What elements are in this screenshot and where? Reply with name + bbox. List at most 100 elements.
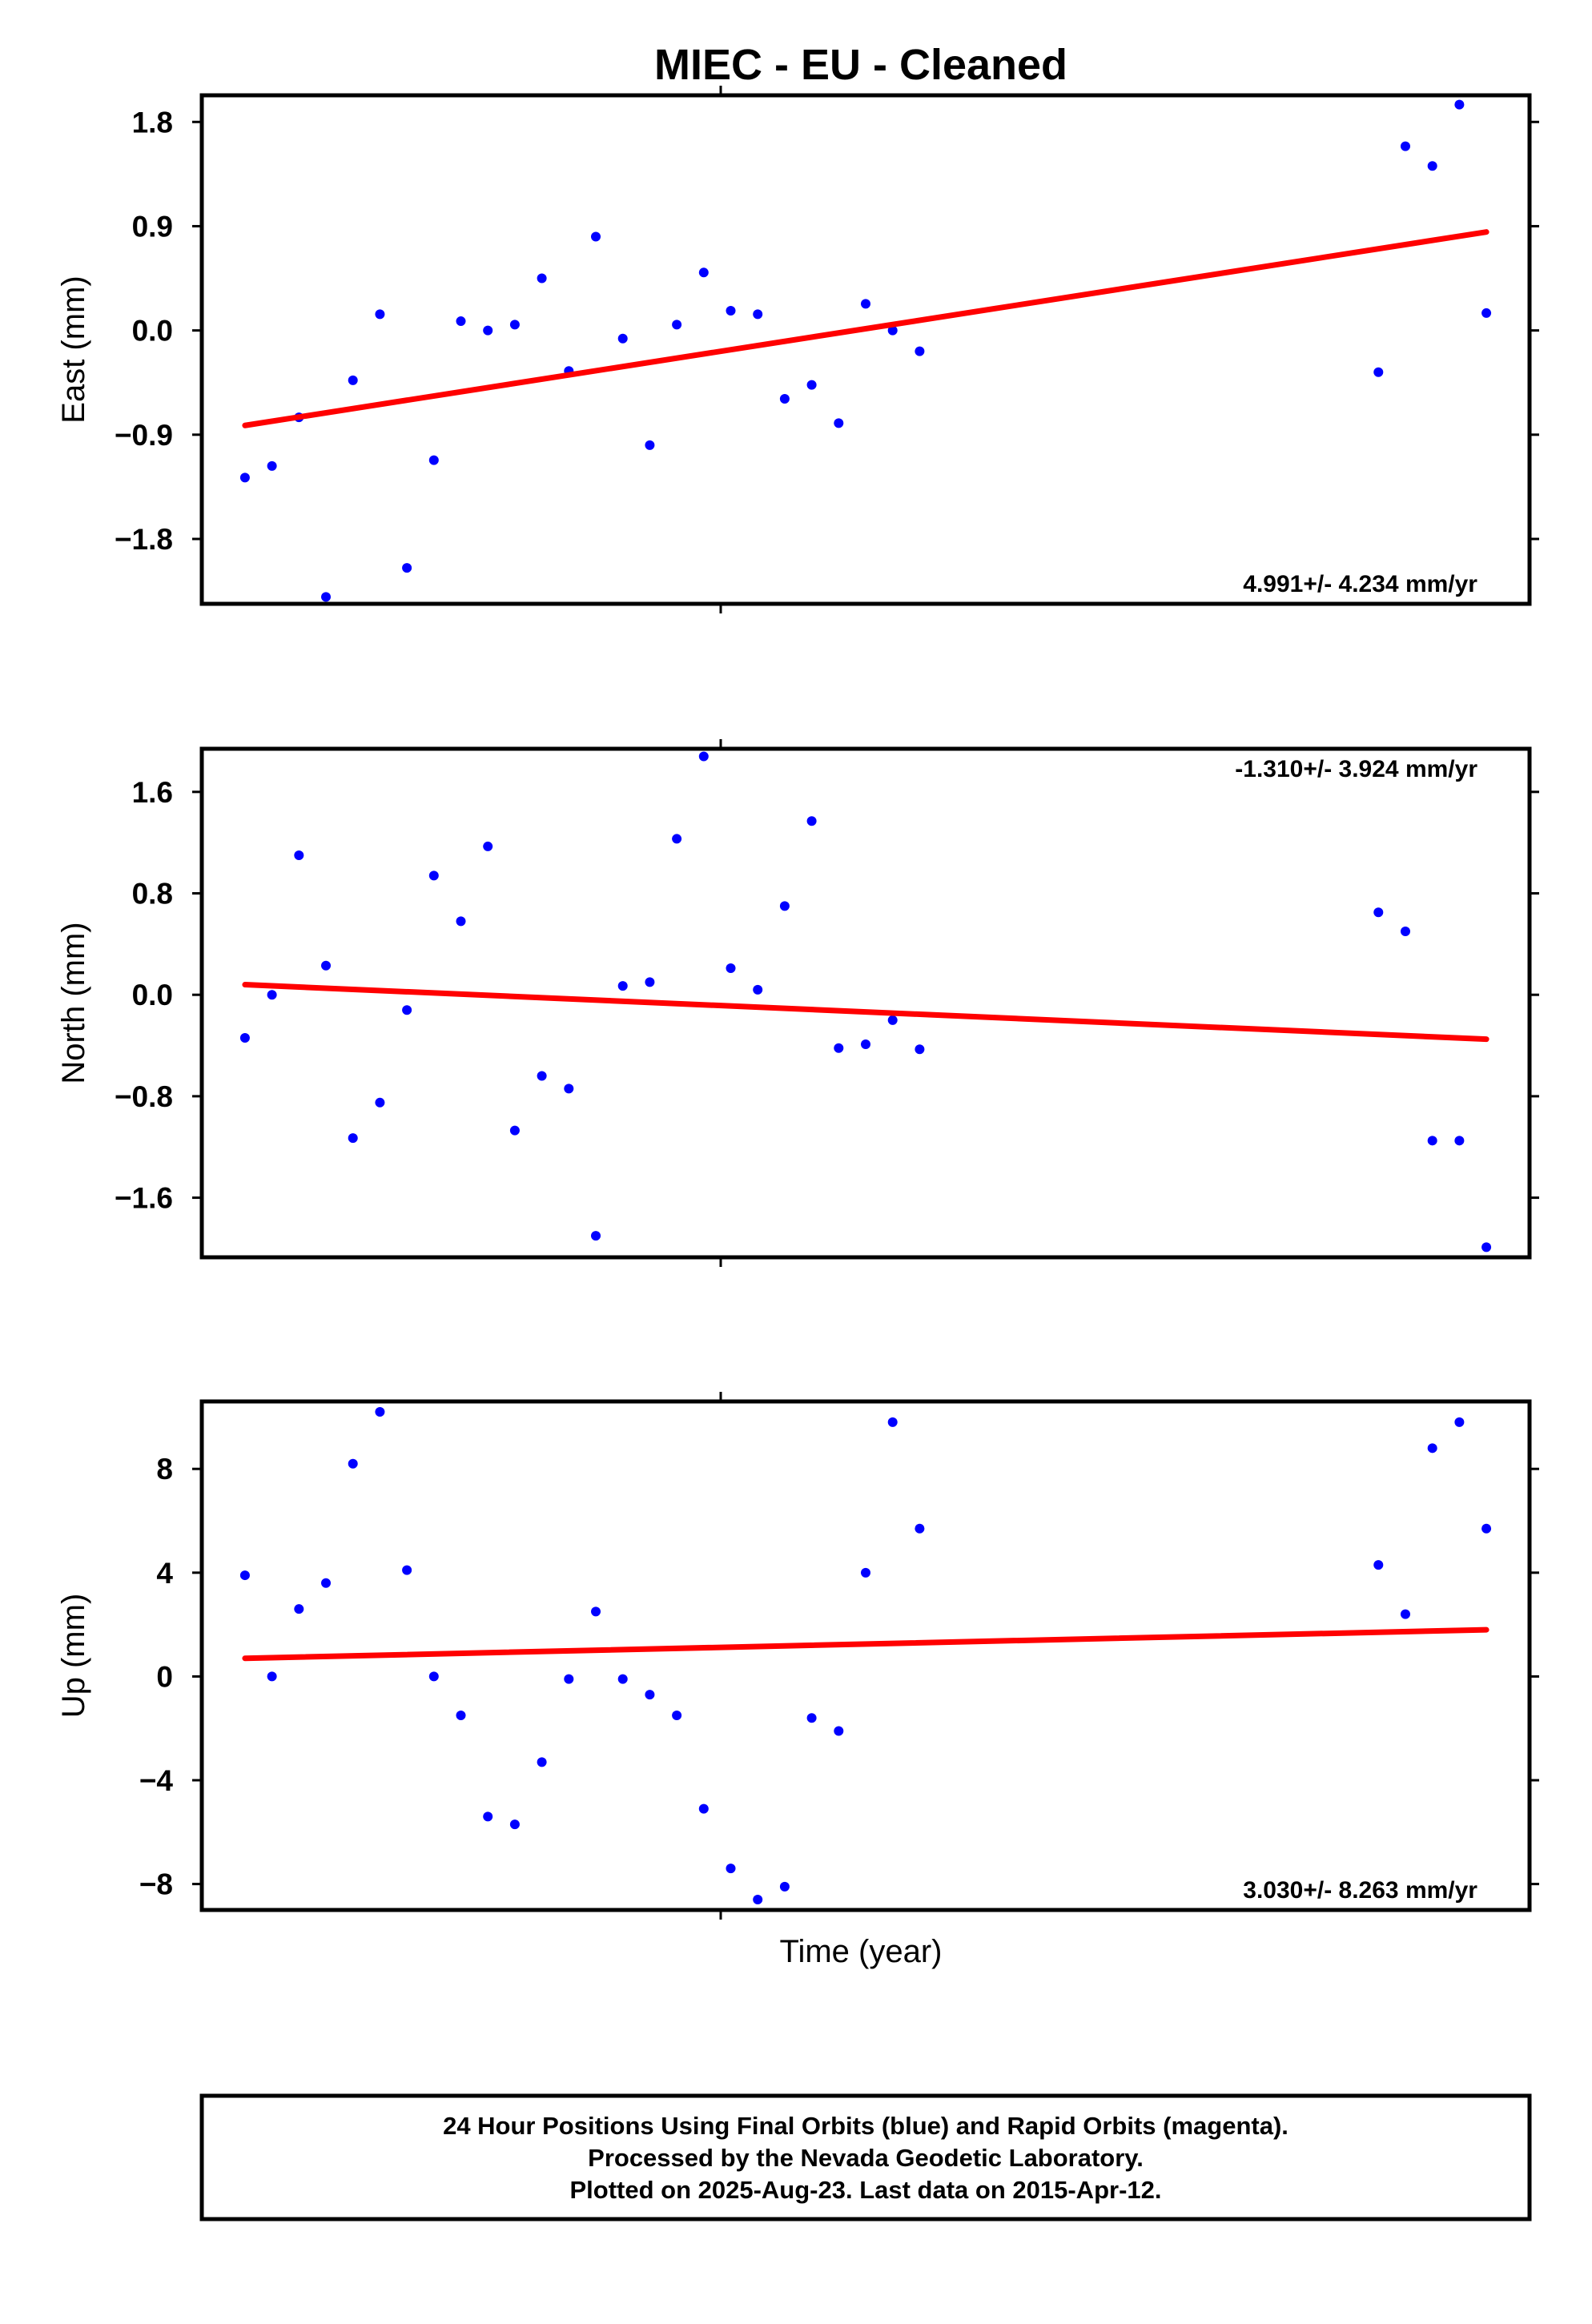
- up-data-point: [617, 1674, 628, 1684]
- north-data-point: [483, 841, 493, 851]
- north-data-point: [428, 870, 439, 881]
- up-data-point: [887, 1417, 898, 1427]
- up-trend-line: [242, 1626, 1489, 1662]
- east-data-point: [1427, 161, 1437, 171]
- north-data-point: [1454, 1136, 1465, 1146]
- east-ytick-label: −1.8: [115, 523, 173, 556]
- up-data-point: [509, 1819, 520, 1830]
- east-data-point: [537, 273, 547, 283]
- east-data-point: [672, 320, 682, 330]
- east-data-point: [645, 440, 655, 450]
- up-data-point: [861, 1567, 870, 1578]
- chart-title: MIEC - EU - Cleaned: [654, 41, 1067, 89]
- east-y-axis-label: East (mm): [56, 275, 91, 423]
- north-plot-frame: [199, 746, 1532, 1260]
- up-ytick-label: 8: [156, 1453, 173, 1486]
- east-data-point: [483, 325, 493, 336]
- up-data-point: [834, 1726, 844, 1736]
- east-data-point: [753, 309, 763, 320]
- up-data-point: [753, 1895, 763, 1905]
- north-trend-line: [242, 982, 1489, 1043]
- east-data-point: [591, 231, 601, 242]
- east-data-point: [726, 306, 736, 316]
- north-data-point: [779, 901, 790, 911]
- up-data-point: [1454, 1417, 1465, 1427]
- up-ytick-label: −8: [139, 1868, 173, 1901]
- north-data-point: [402, 1005, 412, 1015]
- up-data-point: [402, 1565, 412, 1575]
- east-data-point: [779, 393, 790, 404]
- up-data-point: [321, 1578, 332, 1588]
- up-data-point: [375, 1406, 385, 1417]
- east-data-point: [1481, 308, 1492, 318]
- east-panel: 1.8 0.9 0.0 −0.9 −1.8 East (mm) 4.991+/- 4.234…: [56, 86, 1539, 613]
- east-data-point: [1373, 367, 1384, 377]
- east-data-point: [1400, 141, 1410, 151]
- east-data-point: [806, 380, 817, 390]
- north-data-point: [267, 990, 277, 1000]
- east-data-point: [509, 320, 520, 330]
- north-data-point: [239, 1033, 250, 1043]
- up-data-point: [1373, 1560, 1384, 1570]
- up-data-point: [1400, 1609, 1410, 1619]
- north-data-point: [564, 1084, 574, 1094]
- east-data-point: [1454, 99, 1465, 110]
- north-ytick-label: 0.8: [132, 878, 173, 911]
- up-data-point: [456, 1711, 466, 1721]
- up-ytick-label: 0: [156, 1660, 173, 1693]
- up-data-point: [1427, 1443, 1437, 1454]
- up-data-point: [348, 1458, 358, 1469]
- north-data-point: [672, 834, 682, 844]
- north-data-point: [537, 1071, 547, 1081]
- up-panel: 8 4 0 −4 −8 Up (mm) 3.030+/- 8.263 mm/yr: [56, 1392, 1539, 1920]
- up-ytick-label: 4: [156, 1557, 173, 1590]
- up-plot-area: [239, 1406, 1492, 1905]
- east-data-point: [915, 346, 925, 356]
- north-ytick-label: 0.0: [132, 979, 173, 1011]
- up-data-point: [806, 1713, 817, 1723]
- up-data-point: [483, 1811, 493, 1822]
- footer-box: [199, 2093, 1532, 2221]
- up-data-point: [428, 1671, 439, 1682]
- east-data-point: [698, 267, 709, 278]
- north-ytick-label: −1.6: [115, 1182, 173, 1215]
- east-ytick-label: −0.9: [115, 419, 173, 452]
- up-rate-label: 3.030+/- 8.263 mm/yr: [1243, 1877, 1477, 1904]
- footer-line-2: Processed by the Nevada Geodetic Laborat…: [588, 2144, 1144, 2172]
- east-trend-line: [242, 229, 1489, 428]
- east-data-point: [239, 472, 250, 483]
- north-data-point: [375, 1097, 385, 1108]
- east-data-point: [321, 592, 332, 602]
- north-data-point: [617, 981, 628, 991]
- east-data-point: [617, 333, 628, 344]
- east-data-point: [834, 418, 844, 428]
- north-data-point: [726, 963, 736, 973]
- north-data-point: [887, 1015, 898, 1025]
- north-data-point: [1481, 1242, 1492, 1252]
- north-rate-label: -1.310+/- 3.924 mm/yr: [1235, 756, 1477, 782]
- north-data-point: [753, 984, 763, 995]
- north-ytick-label: 1.6: [132, 776, 173, 809]
- east-data-point: [428, 455, 439, 465]
- up-data-point: [267, 1671, 277, 1682]
- east-ytick-label: 1.8: [132, 106, 173, 139]
- east-plot-frame: [199, 93, 1532, 606]
- up-data-point: [1481, 1523, 1492, 1534]
- north-data-point: [1427, 1136, 1437, 1146]
- east-data-point: [348, 375, 358, 385]
- north-data-point: [1400, 927, 1410, 937]
- footer-line-3: Plotted on 2025-Aug-23. Last data on 201…: [569, 2176, 1161, 2204]
- footer-line-1: 24 Hour Positions Using Final Orbits (bl…: [443, 2112, 1288, 2140]
- north-data-point: [348, 1133, 358, 1144]
- north-data-point: [915, 1044, 925, 1055]
- east-data-point: [267, 460, 277, 471]
- up-data-point: [564, 1674, 574, 1684]
- x-axis-label: Time (year): [780, 1934, 943, 1969]
- north-data-point: [294, 850, 304, 861]
- up-data-point: [698, 1803, 709, 1814]
- north-data-point: [645, 977, 655, 987]
- east-data-point: [887, 325, 898, 336]
- up-plot-frame: [199, 1399, 1532, 1912]
- north-data-point: [698, 751, 709, 762]
